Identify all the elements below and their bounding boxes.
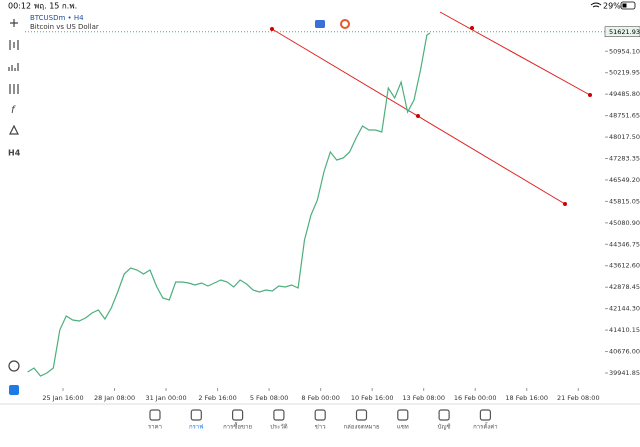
tab-icon[interactable]	[232, 409, 244, 421]
timeframe-tool[interactable]: H4	[8, 149, 21, 158]
y-tick-label: 40676.00	[609, 348, 640, 356]
x-tick-label: 8 Feb 00:00	[301, 394, 340, 402]
chart-description: Bitcoin vs US Dollar	[30, 23, 99, 31]
buy-button[interactable]	[340, 19, 350, 29]
tab-icon[interactable]	[149, 409, 161, 421]
tab-icon[interactable]	[397, 409, 409, 421]
tab-label[interactable]: การตั้งค่า	[473, 421, 497, 431]
y-tick-label: 42878.45	[609, 283, 640, 291]
tab-icon[interactable]	[273, 409, 285, 421]
sell-button[interactable]	[315, 20, 325, 28]
y-tick-label: 50954.10	[609, 47, 640, 55]
tab-item[interactable]: การซื้อขาย	[223, 409, 252, 431]
x-tick-label: 2 Feb 16:00	[198, 394, 237, 402]
tab-item[interactable]: บัญชี	[438, 409, 451, 431]
x-tick-label: 5 Feb 08:00	[250, 394, 289, 402]
trend-line	[439, 11, 591, 96]
x-tick-label: 13 Feb 08:00	[402, 394, 445, 402]
objects-tool[interactable]	[9, 84, 19, 94]
left-toolbar: f H4	[8, 19, 21, 395]
trend-lines	[270, 11, 592, 206]
tab-item[interactable]: ประวัติ	[270, 409, 288, 431]
tab-item[interactable]: กล่องจดหมาย	[343, 409, 380, 431]
status-time: 00:12	[8, 2, 31, 11]
tab-label[interactable]: กราฟ	[189, 424, 203, 431]
x-tick-label: 21 Feb 08:00	[557, 394, 600, 402]
x-tick-label: 31 Jan 00:00	[145, 394, 186, 402]
y-tick-label: 44346.75	[609, 240, 640, 248]
battery-icon	[620, 1, 636, 10]
plot: 50954.10 50219.95 49485.80 48751.65 48017.50…	[25, 26, 640, 402]
tab-label[interactable]: การซื้อขาย	[223, 421, 252, 431]
tab-label[interactable]: ราคา	[148, 424, 162, 431]
x-tick-label: 28 Jan 08:00	[94, 394, 135, 402]
shapes-tool[interactable]	[9, 124, 19, 135]
tab-icon[interactable]	[479, 409, 491, 421]
y-tick-label: 49485.80	[609, 90, 640, 98]
tab-label[interactable]: ข่าว	[315, 424, 326, 431]
last-price-box	[604, 26, 640, 38]
y-tick-label: 43612.60	[609, 262, 640, 270]
trend-handle	[416, 114, 420, 118]
battery-fill	[622, 3, 627, 8]
trend-handle	[470, 26, 474, 30]
x-tick-label: 16 Feb 00:00	[454, 394, 497, 402]
y-tick-label: 48017.50	[609, 133, 640, 141]
tab-label[interactable]: แชท	[397, 424, 409, 431]
y-tick-label: 48751.65	[609, 112, 640, 120]
trade-tool[interactable]	[8, 360, 20, 372]
tab-icon[interactable]	[314, 409, 326, 421]
y-tick-label: 47283.35	[609, 155, 640, 163]
tab-icon[interactable]	[190, 409, 202, 421]
indicators-tool[interactable]	[8, 63, 19, 71]
tab-icon[interactable]	[355, 409, 368, 421]
x-tick-label: 18 Feb 16:00	[505, 394, 548, 402]
broker-icon[interactable]	[9, 385, 19, 395]
y-tick-label: 46549.20	[609, 176, 640, 184]
crosshair-tool[interactable]	[10, 19, 18, 27]
tab-item[interactable]: กราฟ	[189, 409, 204, 431]
price-line	[27, 32, 431, 377]
x-tick-label: 10 Feb 16:00	[351, 394, 394, 402]
tab-bar: ราคา กราฟ การซื้อขาย ประวัติ ข่าว กล่องจดหมาย…	[148, 409, 498, 431]
trend-handle	[563, 202, 567, 206]
trend-handle	[588, 93, 592, 97]
wifi-icon	[590, 2, 602, 8]
battery-level: 29%	[603, 2, 621, 11]
y-tick-label: 39941.85	[609, 369, 640, 377]
tab-item[interactable]: การตั้งค่า	[473, 409, 498, 431]
tab-label[interactable]: กล่องจดหมาย	[343, 424, 379, 431]
tab-icon[interactable]	[438, 409, 450, 421]
tab-label[interactable]: ประวัติ	[270, 424, 288, 431]
trend-handle	[270, 27, 274, 31]
chart-symbol: BTCUSDm • H4	[30, 14, 84, 22]
y-tick-label: 45815.05	[609, 197, 640, 205]
tab-item[interactable]: แชท	[397, 409, 409, 431]
y-tick-label: 41410.15	[609, 326, 640, 334]
status-date: พฤ. 15 ก.พ.	[34, 2, 77, 11]
y-tick-label: 42144.30	[609, 305, 640, 313]
tab-label[interactable]: บัญชี	[438, 423, 451, 431]
y-tick-label: 50219.95	[609, 69, 640, 77]
tab-item[interactable]: ข่าว	[314, 409, 326, 431]
chart-type-tool[interactable]	[9, 40, 19, 50]
function-tool[interactable]: f	[11, 105, 16, 116]
tab-item[interactable]: ราคา	[148, 409, 162, 431]
y-tick-label: 45080.90	[609, 219, 640, 227]
last-price-label: 51621.93	[609, 28, 640, 36]
x-tick-label: 25 Jan 16:00	[42, 394, 83, 402]
